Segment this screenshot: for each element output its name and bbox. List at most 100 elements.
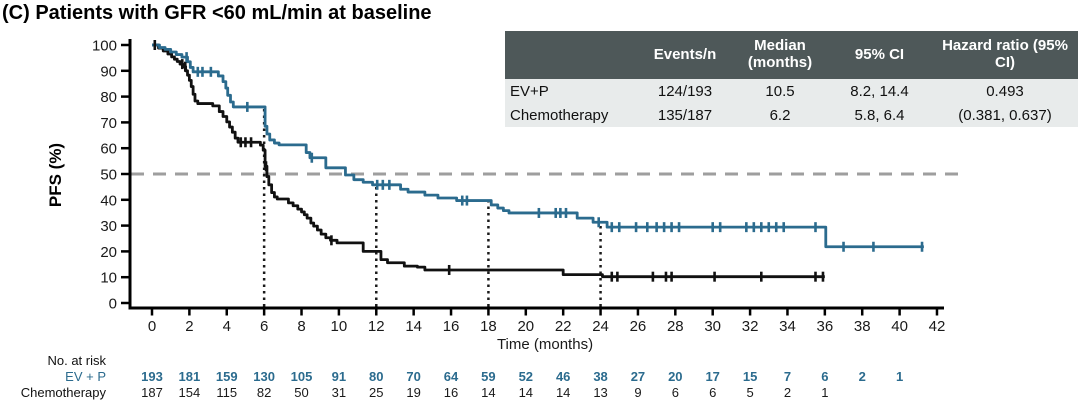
x-tick-label: 32 [742,318,759,335]
risk-value-evp: 7 [783,369,792,384]
x-tick-label: 20 [517,318,534,335]
risk-row-label-evp: EV + P [65,369,106,384]
risk-value-chemo: 31 [331,385,347,400]
x-tick-label: 30 [704,318,721,335]
risk-value-evp: 20 [668,369,683,384]
summary-row-evp: EV+P 124/193 10.5 8.2, 14.4 0.493 [505,79,1078,103]
y-tick-label: 10 [100,270,117,287]
x-tick-label: 12 [368,318,385,335]
x-tick-label: 4 [223,318,231,335]
risk-value-chemo: 82 [256,385,272,400]
risk-value-evp: 38 [593,369,608,384]
y-tick-label: 30 [100,218,117,235]
x-tick-label: 40 [891,318,908,335]
risk-value-chemo: 14 [518,385,534,400]
risk-value-evp: 130 [253,369,275,384]
risk-value-evp: 105 [290,369,313,384]
censor-marks-evp [185,52,924,252]
risk-value-evp: 193 [141,369,163,384]
risk-value-evp: 64 [443,369,459,384]
risk-value-evp: 17 [705,369,720,384]
risk-value-evp: 59 [481,369,496,384]
x-tick-label: 14 [405,318,422,335]
summary-col-header-hr: Hazard ratio (95% CI) [932,31,1078,79]
risk-value-evp: 70 [406,369,421,384]
risk-value-chemo: 115 [216,385,238,400]
y-tick-label: 0 [109,296,117,313]
risk-value-chemo: 5 [746,385,754,400]
risk-value-evp: 159 [215,369,238,384]
x-tick-label: 36 [816,318,833,335]
risk-value-evp: 46 [555,369,571,384]
summary-header-row: Events/n Median (months) 95% CI Hazard r… [505,31,1078,79]
risk-value-chemo: 1 [821,385,829,400]
risk-value-chemo: 14 [555,385,571,400]
x-tick-label: 6 [260,318,268,335]
summary-cell-hr: 0.493 [932,79,1078,103]
risk-value-chemo: 50 [294,385,309,400]
censor-marks-chemotherapy [153,40,825,282]
summary-cell-ci: 8.2, 14.4 [827,79,932,103]
y-tick-label: 20 [100,244,117,261]
risk-value-evp: 6 [821,369,829,384]
curve-evp [152,43,924,249]
risk-value-chemo: 6 [709,385,717,400]
x-tick-label: 0 [148,318,156,335]
x-tick-label: 22 [555,318,572,335]
risk-value-chemo: 13 [593,385,608,400]
summary-cell-events: 135/187 [637,103,733,127]
risk-value-chemo: 187 [141,385,163,400]
summary-row-label: Chemotherapy [505,103,637,127]
risk-row-label-chemo: Chemotherapy [20,385,106,400]
risk-table-title: No. at risk [47,353,106,368]
x-tick-label: 18 [480,318,497,335]
summary-col-header-ci: 95% CI [827,31,932,79]
risk-value-evp: 15 [742,369,758,384]
risk-value-chemo: 154 [178,385,201,400]
risk-value-evp: 91 [331,369,347,384]
x-tick-label: 16 [443,318,460,335]
summary-table: Events/n Median (months) 95% CI Hazard r… [505,31,1078,127]
summary-cell-hr: (0.381, 0.637) [932,103,1078,127]
x-tick-label: 2 [185,318,193,335]
figure-title: (C) Patients with GFR <60 mL/min at base… [2,2,432,24]
summary-col-header-events: Events/n [637,31,733,79]
summary-cell-events: 124/193 [637,79,733,103]
summary-row-chemo: Chemotherapy 135/187 6.2 5.8, 6.4 (0.381… [505,103,1078,127]
y-tick-label: 50 [100,167,117,184]
y-tick-label: 40 [100,192,117,209]
risk-value-evp: 1 [895,369,904,384]
x-tick-label: 8 [297,318,305,335]
y-tick-label: 70 [100,115,117,132]
risk-value-chemo: 19 [406,385,421,400]
y-tick-label: 80 [100,89,117,106]
risk-value-chemo: 16 [443,385,459,400]
risk-value-evp: 27 [630,369,646,384]
x-tick-label: 24 [592,318,609,335]
summary-cell-median: 10.5 [733,79,827,103]
summary-row-label: EV+P [505,79,637,103]
risk-value-chemo: 2 [783,385,792,400]
risk-value-evp: 80 [369,369,384,384]
summary-col-header-median: Median (months) [733,31,827,79]
y-tick-label: 90 [100,63,117,80]
summary-col-header-blank [505,31,637,79]
y-tick-label: 60 [100,141,117,158]
risk-value-evp: 181 [178,369,201,384]
risk-value-chemo: 9 [634,385,642,400]
summary-cell-ci: 5.8, 6.4 [827,103,932,127]
x-tick-label: 34 [779,318,796,335]
risk-value-evp: 2 [858,369,866,384]
y-axis-label: PFS (%) [46,142,65,208]
y-tick-label: 100 [92,38,117,55]
x-tick-label: 26 [630,318,647,335]
risk-value-evp: 52 [518,369,534,384]
risk-value-chemo: 6 [671,385,679,400]
x-tick-label: 28 [667,318,684,335]
x-tick-label: 10 [331,318,348,335]
x-axis-label: Time (months) [496,336,594,353]
landmark-dotted-lines [262,106,602,307]
